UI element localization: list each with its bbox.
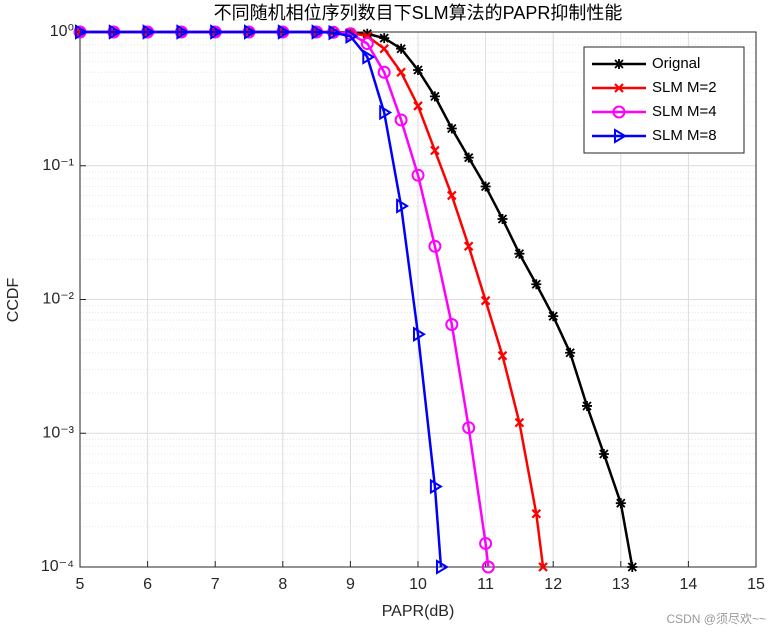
x-tick-label: 9 [346,576,355,593]
marker [614,59,624,69]
marker [379,43,389,54]
marker [435,559,449,575]
marker [598,448,609,459]
marker [479,536,493,550]
marker [612,105,626,119]
marker [582,400,592,411]
marker [379,104,393,121]
x-axis-label: PAPR(dB) [382,603,455,620]
marker [244,24,257,40]
x-tick-label: 11 [477,576,494,593]
x-tick-label: 15 [747,576,765,593]
x-tick-label: 7 [211,576,220,593]
marker [362,49,376,65]
marker [345,28,359,44]
marker [429,91,440,102]
marker [445,318,459,332]
legend-label: SLM M=2 [652,79,717,96]
x-tick-label: 8 [278,576,287,593]
marker [396,198,410,214]
marker [396,67,406,78]
marker [360,37,374,51]
marker [277,24,291,40]
marker [411,168,425,182]
marker [538,562,548,572]
marker [379,33,390,44]
watermark: CSDN @须尽欢~~ [666,611,766,626]
marker [413,101,423,111]
line [80,30,443,568]
x-tick-label: 12 [544,576,562,593]
marker [497,350,508,361]
x-tick-label: 6 [143,576,152,593]
y-tick-label: 10⁰ [50,23,74,40]
marker [311,24,325,40]
marker [377,65,391,79]
marker [108,24,122,40]
marker [430,145,440,156]
marker [413,326,426,342]
marker [514,417,525,428]
marker [447,190,457,201]
x-tick-label: 5 [76,576,85,593]
x-tick-label: 10 [409,576,427,593]
marker [565,347,576,358]
marker [396,43,407,54]
plot-frame [79,31,757,568]
marker [428,239,442,253]
legend-label: SLM M=8 [652,127,717,144]
marker [481,560,495,574]
legend-label: Orignal [652,55,700,72]
marker [480,181,491,192]
legend-label: SLM M=4 [652,103,717,120]
x-tick-label: 13 [612,576,630,593]
series-layer [73,24,638,575]
y-tick-label: 10⁻⁴ [41,558,74,575]
marker [362,28,373,39]
marker [463,152,474,163]
y-tick-label: 10⁻² [42,291,74,308]
marker [429,478,443,495]
marker [446,123,457,134]
marker [514,248,525,259]
marker [328,24,342,41]
marker [463,241,474,252]
marker [462,421,476,435]
chart-title: 不同随机相位序列数目下SLM算法的PAPR抑制性能 [214,3,623,23]
marker [497,213,508,224]
x-tick-label: 14 [680,576,698,593]
y-tick-label: 10⁻³ [42,424,74,441]
marker [142,24,156,40]
marker [413,64,423,75]
marker [176,24,190,40]
marker [627,562,638,572]
marker [531,508,542,519]
marker [615,498,626,509]
marker [614,128,627,144]
marker [614,83,624,93]
y-axis-label: CCDF [5,278,22,323]
marker [480,295,491,306]
marker [531,279,542,290]
y-tick-label: 10⁻¹ [42,157,74,174]
marker [210,24,224,40]
marker [75,24,88,40]
marker [548,311,559,322]
marker [394,113,408,127]
